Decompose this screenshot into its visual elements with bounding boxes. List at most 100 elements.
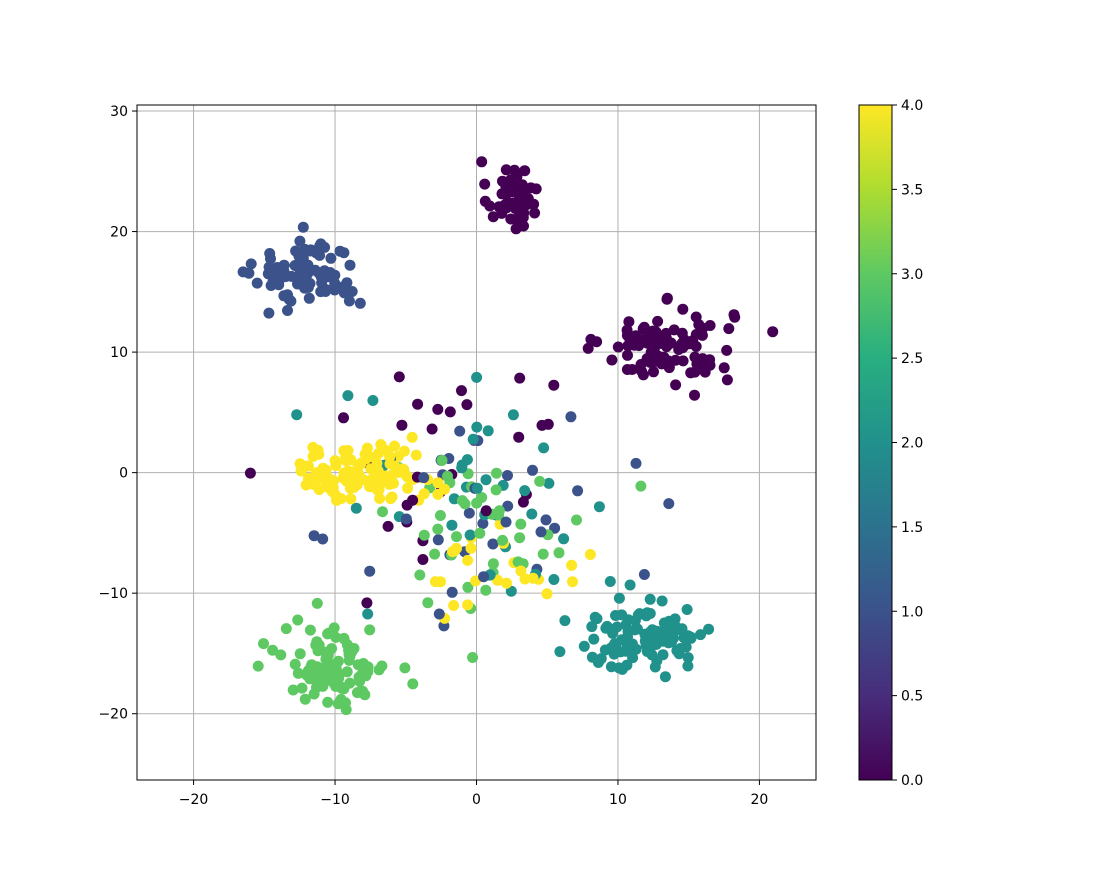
scatter-point-class-3 xyxy=(299,693,311,705)
scatter-point-class-0 xyxy=(476,156,488,168)
scatter-point-class-2 xyxy=(681,604,693,615)
scatter-point-class-3 xyxy=(326,643,338,655)
scatter-point-class-0 xyxy=(650,326,662,338)
scatter-point-class-2 xyxy=(291,409,303,421)
scatter-point-class-2 xyxy=(554,646,566,658)
scatter-point-class-3 xyxy=(320,653,332,665)
scatter-point-class-0 xyxy=(393,371,405,383)
scatter-point-class-3 xyxy=(442,470,453,482)
scatter-point-class-3 xyxy=(338,632,350,644)
scatter-point-class-3 xyxy=(360,670,372,682)
scatter-point-class-3 xyxy=(493,505,505,517)
scatter-point-class-2 xyxy=(626,638,638,650)
scatter-point-class-3 xyxy=(322,628,334,640)
scatter-point-class-3 xyxy=(512,556,524,568)
scatter-point-class-3 xyxy=(294,648,306,660)
scatter-point-class-1 xyxy=(315,238,327,250)
scatter-point-class-0 xyxy=(511,171,523,183)
scatter-point-class-4 xyxy=(410,449,422,461)
scatter-point-class-0 xyxy=(723,323,735,335)
scatter-point-class-3 xyxy=(289,658,301,670)
scatter-point-class-0 xyxy=(496,207,508,219)
scatter-point-class-2 xyxy=(703,623,715,635)
scatter-point-class-0 xyxy=(623,316,635,328)
scatter-point-class-1 xyxy=(432,534,444,546)
scatter-point-class-2 xyxy=(682,652,694,664)
scatter-point-class-1 xyxy=(346,286,358,297)
scatter-point-class-1 xyxy=(565,411,577,423)
scatter-point-class-2 xyxy=(471,421,483,433)
scatter-point-class-2 xyxy=(695,629,706,641)
scatter-point-class-0 xyxy=(505,213,517,225)
scatter-point-class-3 xyxy=(434,510,446,521)
scatter-point-class-2 xyxy=(548,574,560,585)
colorbar-tick-label: 4.0 xyxy=(901,98,923,114)
scatter-point-class-1 xyxy=(310,247,322,259)
colorbar: 0.0 0.5 1.0 1.5 2.0 2.5 3.0 3.5 4.0 xyxy=(858,98,923,789)
colorbar-tick-label: 1.5 xyxy=(901,520,923,536)
scatter-point-class-2 xyxy=(342,390,354,402)
grid-lines xyxy=(137,105,816,780)
scatter-point-class-1 xyxy=(343,295,355,307)
scatter-point-class-1 xyxy=(502,470,513,481)
scatter-point-class-2 xyxy=(604,576,616,587)
scatter-point-class-2 xyxy=(595,653,607,665)
scatter-point-class-2 xyxy=(467,433,479,445)
y-tick-label: 30 xyxy=(110,104,128,120)
scatter-point-class-1 xyxy=(263,307,275,319)
scatter-point-class-4 xyxy=(501,577,512,589)
scatter-point-class-1 xyxy=(299,265,311,277)
scatter-point-class-0 xyxy=(704,359,716,371)
scatter-point-class-1 xyxy=(663,498,675,510)
scatter-point-class-0 xyxy=(626,364,638,375)
scatter-point-class-0 xyxy=(622,349,633,361)
scatter-point-class-0 xyxy=(622,330,634,342)
scatter-point-class-3 xyxy=(335,681,347,693)
scatter-point-class-4 xyxy=(314,466,326,478)
x-tick-label: −10 xyxy=(320,792,350,808)
scatter-point-class-3 xyxy=(310,639,322,651)
scatter-point-class-3 xyxy=(306,673,318,685)
scatter-point-class-3 xyxy=(635,480,647,492)
scatter-point-class-4 xyxy=(374,493,386,504)
scatter-point-class-4 xyxy=(326,486,338,497)
scatter-point-class-3 xyxy=(292,667,304,679)
x-tick-label: −20 xyxy=(179,792,209,808)
scatter-point-class-4 xyxy=(372,484,384,496)
scatter-point-class-0 xyxy=(361,597,373,609)
scatter-point-class-4 xyxy=(527,572,539,584)
scatter-point-class-0 xyxy=(670,354,682,366)
scatter-point-class-4 xyxy=(343,476,355,488)
scatter-point-class-0 xyxy=(514,372,526,384)
scatter-point-class-0 xyxy=(407,494,419,506)
scatter-point-class-3 xyxy=(467,652,479,663)
scatter-point-class-0 xyxy=(645,346,657,358)
y-tick-label: −20 xyxy=(98,707,128,723)
scatter-point-class-3 xyxy=(432,523,444,535)
scatter-point-class-2 xyxy=(634,608,646,620)
scatter-point-class-0 xyxy=(417,554,429,565)
scatter-point-class-4 xyxy=(584,549,596,560)
scatter-point-class-0 xyxy=(661,341,673,353)
scatter-point-class-4 xyxy=(345,493,357,505)
scatter-point-class-2 xyxy=(642,608,653,620)
scatter-point-class-0 xyxy=(338,412,349,424)
colorbar-tick-label: 0.5 xyxy=(901,689,923,705)
scatter-point-class-1 xyxy=(535,526,547,538)
scatter-point-class-3 xyxy=(332,655,344,667)
scatter-point-class-0 xyxy=(721,344,733,356)
scatter-point-class-4 xyxy=(402,482,414,494)
scatter-point-class-1 xyxy=(265,253,276,265)
scatter-point-class-0 xyxy=(690,341,702,352)
scatter-point-class-0 xyxy=(479,178,491,190)
scatter-point-class-0 xyxy=(689,389,700,401)
scatter-point-class-1 xyxy=(478,571,490,583)
scatter-point-class-0 xyxy=(691,358,703,370)
scatter-point-class-1 xyxy=(329,284,341,296)
scatter-point-class-0 xyxy=(382,520,394,532)
scatter-point-class-4 xyxy=(465,542,477,554)
scatter-point-class-2 xyxy=(620,619,632,631)
scatter-point-class-0 xyxy=(484,200,496,212)
colorbar-gradient xyxy=(858,104,893,781)
